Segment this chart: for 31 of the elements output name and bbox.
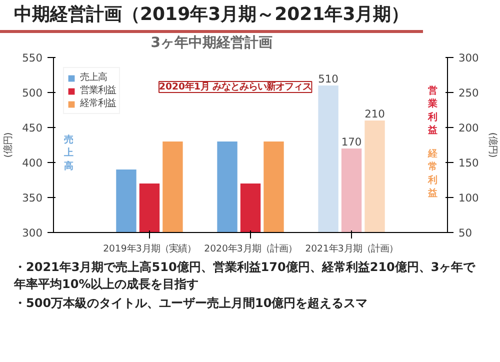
y2-tick-label: 50 (458, 226, 472, 240)
legend-label: 売上高 (80, 71, 107, 84)
x-tick-label: 2020年3月期（計画） (204, 244, 297, 254)
data-label: 170 (341, 136, 362, 148)
y2-tick-label: 200 (458, 122, 480, 134)
y2-tick-label: 100 (458, 192, 480, 204)
annotation: 2020年1月 みなとみらい新オフィス (158, 82, 312, 92)
y-axis-title: (億円) (3, 132, 14, 158)
y-tick-label: 400 (22, 156, 43, 170)
y-tick-label: 500 (22, 86, 43, 100)
annotation: 経常利益 (426, 148, 438, 200)
y2-tick-label: 150 (458, 156, 480, 170)
x-tick-label: 2021年3月期（計画） (305, 244, 398, 254)
data-label: 510 (318, 72, 339, 86)
data-label: 210 (364, 108, 386, 120)
y2-axis-title: (億円) (486, 132, 498, 158)
legend-label: 営業利益 (80, 84, 116, 97)
annotation: 売上高 (63, 134, 74, 172)
text: ・500万本級のタイトル、ユーザー売上月間10億円を超えるスマ (14, 295, 369, 312)
x-tick-label: 2019年3月期（実績） (103, 244, 196, 254)
y-tick-label: 300 (22, 226, 43, 240)
y-tick-label: 450 (22, 122, 43, 134)
chart-title: 中期経営計画（2019年3月期～2021年3月期） (0, 0, 424, 33)
text: ・2021年3月期で売上高510億円、営業利益170億円、経常利益210億円、3ヶ年で年率平均10%以上の成長を目指す (14, 259, 476, 294)
y-tick-label: 350 (22, 192, 43, 204)
y2-tick-label: 300 (458, 52, 480, 64)
annotation: 営業利益 (426, 86, 438, 136)
y2-tick-label: 250 (458, 86, 480, 100)
chart-subtitle: 3ヶ年中期経営計画 (150, 34, 274, 53)
legend-label: 経常利益 (80, 97, 116, 110)
y-tick-label: 550 (22, 52, 43, 64)
